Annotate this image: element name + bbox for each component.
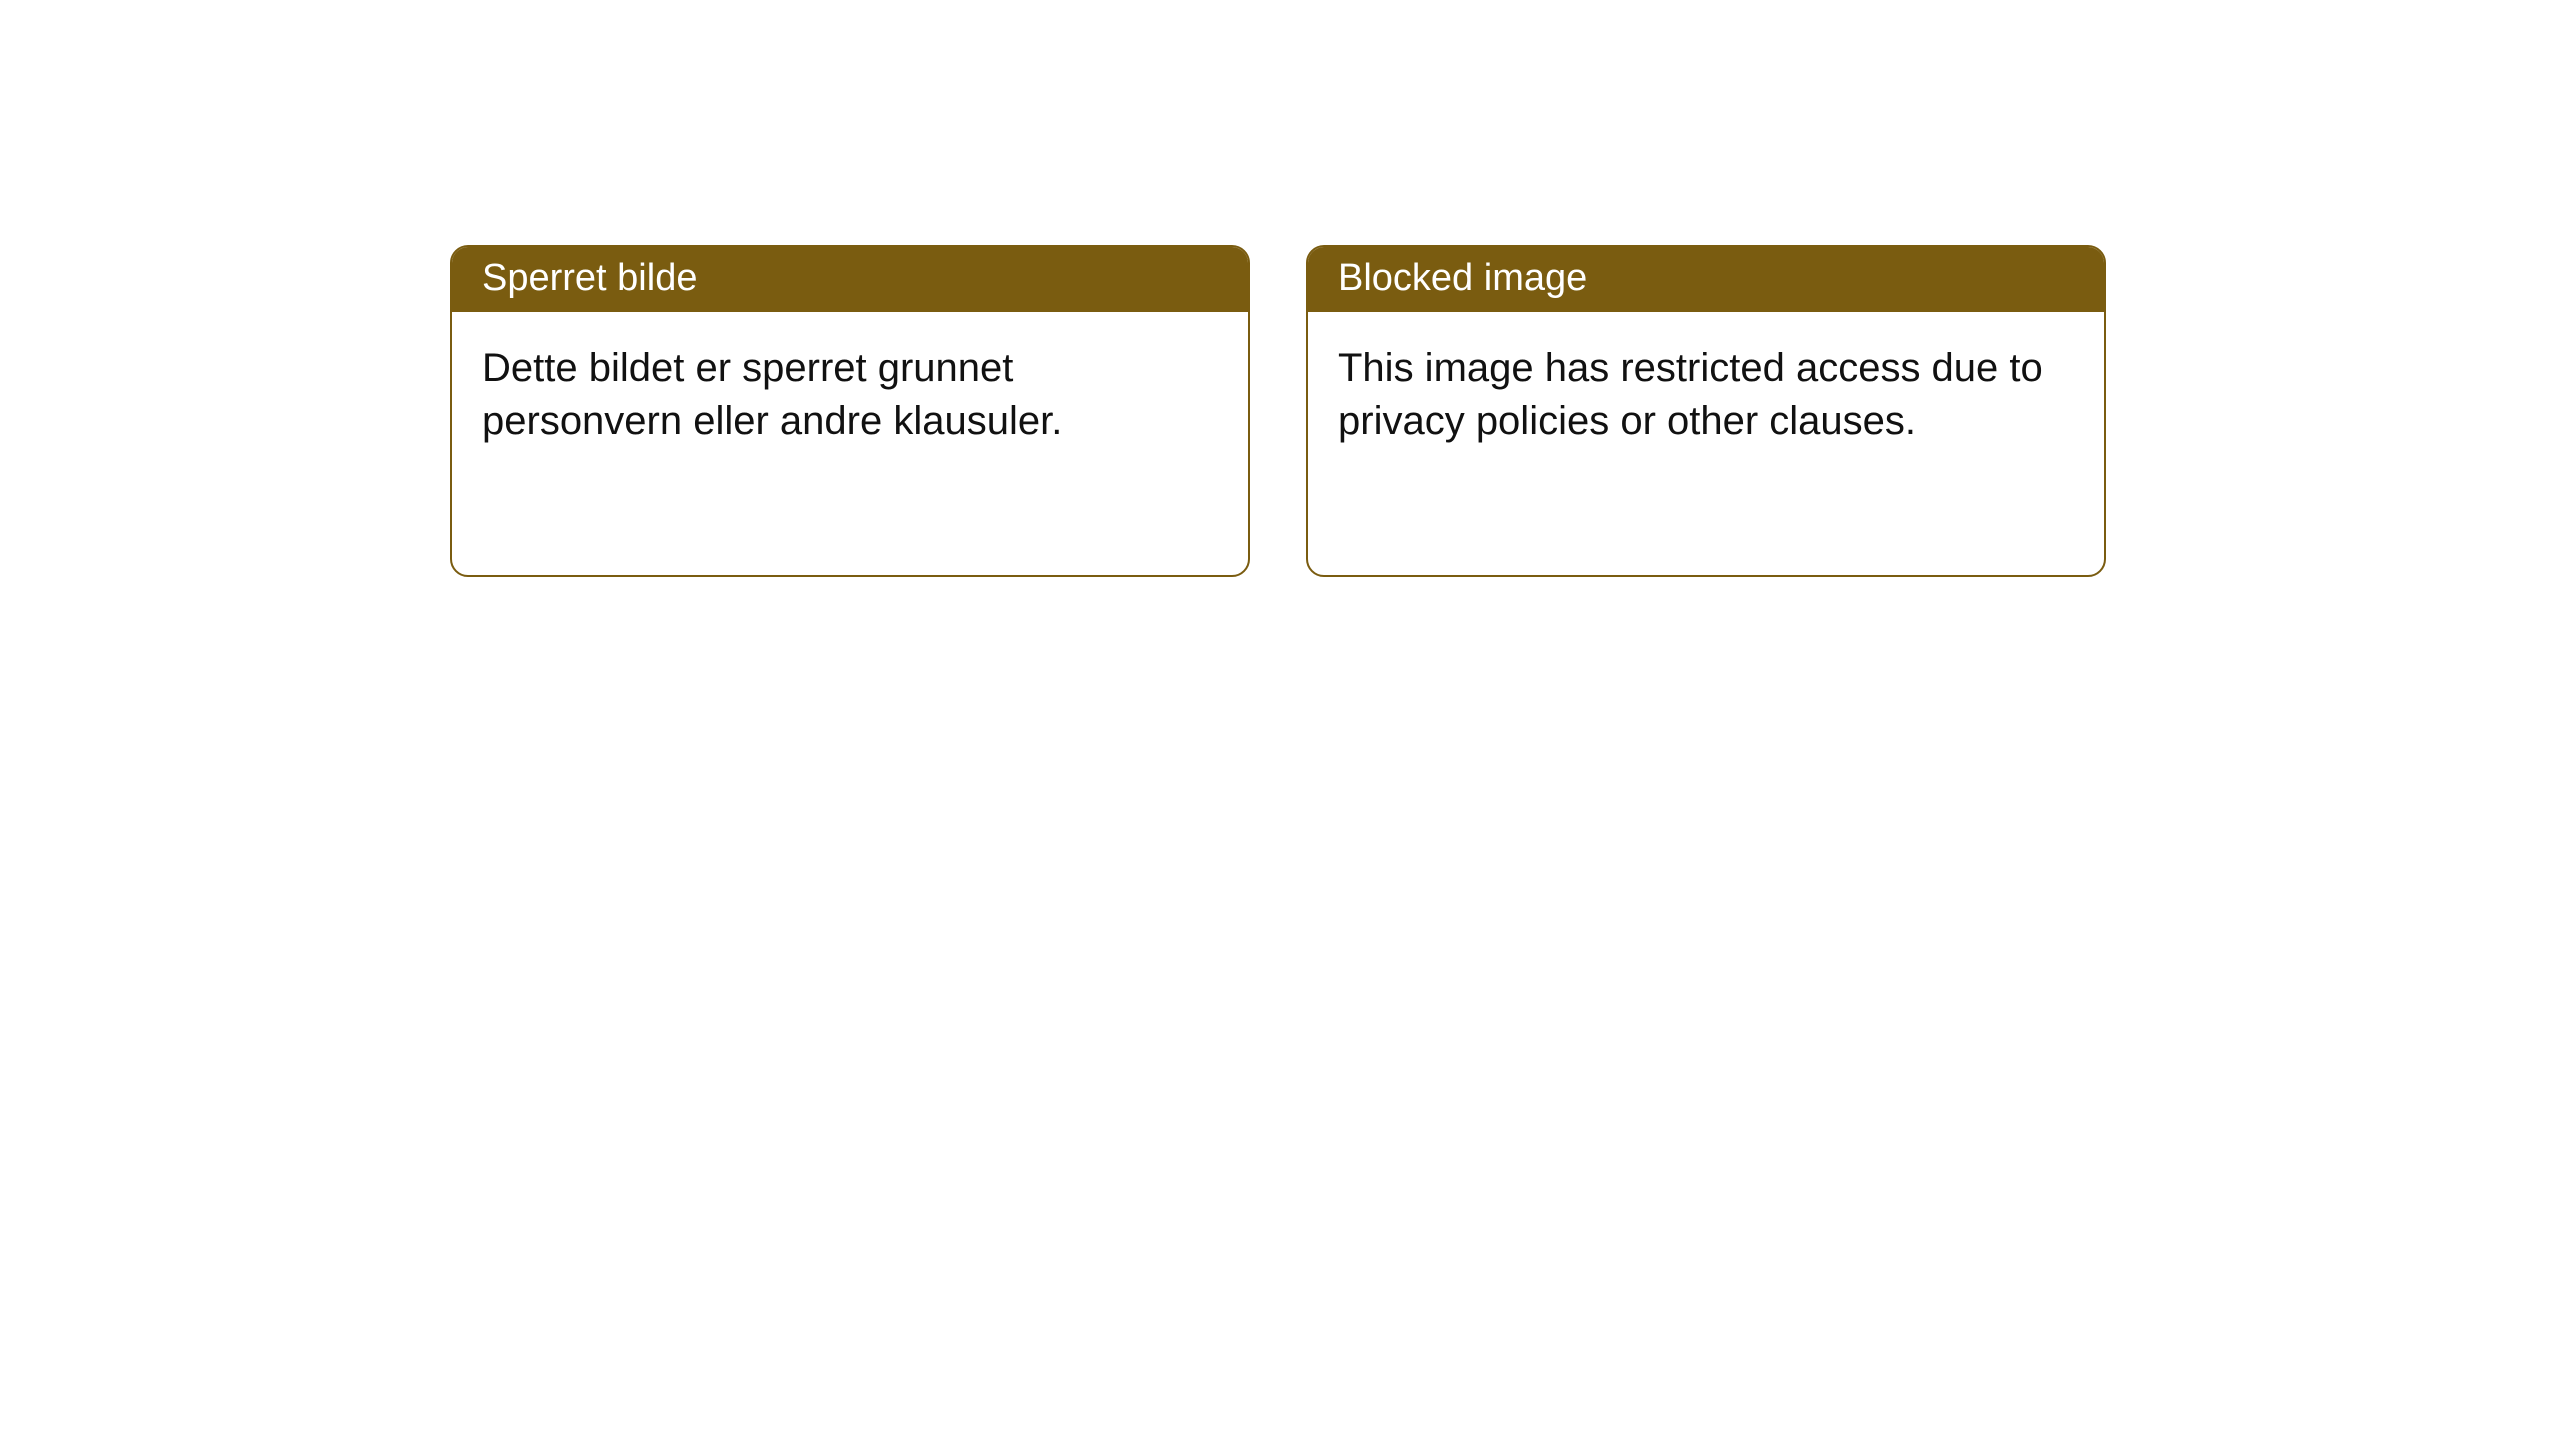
notice-card-english: Blocked image This image has restricted … bbox=[1306, 245, 2106, 577]
notice-body: This image has restricted access due to … bbox=[1308, 312, 2104, 468]
notice-card-norwegian: Sperret bilde Dette bildet er sperret gr… bbox=[450, 245, 1250, 577]
notice-container: Sperret bilde Dette bildet er sperret gr… bbox=[0, 0, 2560, 577]
notice-body: Dette bildet er sperret grunnet personve… bbox=[452, 312, 1248, 468]
notice-header: Sperret bilde bbox=[452, 247, 1248, 312]
notice-header: Blocked image bbox=[1308, 247, 2104, 312]
